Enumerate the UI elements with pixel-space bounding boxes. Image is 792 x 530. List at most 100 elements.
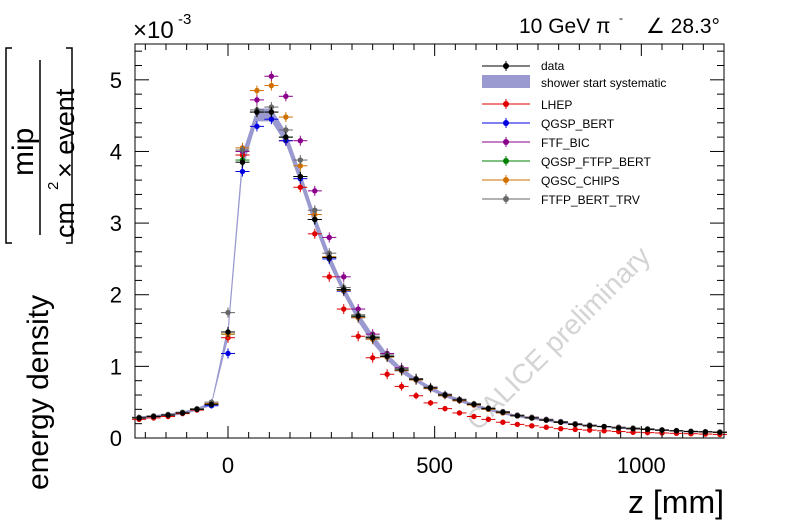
legend-marker-qgsp-ftfp-bert <box>503 158 509 164</box>
point-qgsp-bert <box>239 168 246 175</box>
point-ftf-bic <box>341 274 347 280</box>
point-data <box>586 423 593 429</box>
y-tick-label: 3 <box>110 211 122 236</box>
legend-entry-qgsp-bert: QGSP_BERT <box>482 117 615 131</box>
point-data <box>601 423 607 430</box>
point-data <box>254 109 260 115</box>
point-data <box>514 413 521 419</box>
point-data <box>558 419 564 425</box>
x-tick-label: 1000 <box>617 453 666 478</box>
y-exponent-power: -3 <box>178 11 191 28</box>
point-qgsp-bert <box>268 116 275 122</box>
point-qgsc-chips <box>268 82 275 89</box>
chart-title-angle: ∠ 28.3° <box>646 15 720 38</box>
point-data <box>630 425 636 432</box>
x-axis-label: z [mm] <box>628 484 724 520</box>
point-data <box>572 421 578 428</box>
point-data <box>150 413 157 420</box>
point-data <box>165 412 171 418</box>
point-data <box>312 216 318 223</box>
legend-entry-ftfp-bert-trv: FTFP_BERT_TRV <box>482 193 640 207</box>
point-data <box>442 392 448 398</box>
legend-marker-ftf-bic <box>503 139 509 145</box>
legend-marker-qgsp-bert <box>503 120 509 126</box>
point-data <box>673 428 680 434</box>
point-lhep <box>514 421 521 428</box>
legend-label-qgsp-bert: QGSP_BERT <box>541 117 615 131</box>
point-ftf-bic <box>355 306 361 312</box>
point-data <box>717 429 723 435</box>
point-lhep <box>384 371 390 377</box>
y-tick-label: 5 <box>110 68 122 93</box>
point-ftf-bic <box>268 73 275 79</box>
legend-label-qgsp-ftfp-bert: QGSP_FTFP_BERT <box>541 155 651 169</box>
y-label-numerator: mip <box>7 128 40 176</box>
y-axis-label: energy density mip cm 2 × event <box>5 47 80 490</box>
legend-label-qgsc-chips: QGSC_CHIPS <box>541 174 620 188</box>
point-lhep <box>572 426 578 433</box>
point-data <box>239 159 246 165</box>
point-data <box>529 415 535 421</box>
point-ftf-bic <box>254 97 260 103</box>
legend: data shower start systematic LHEP QGSP_BE… <box>482 59 666 207</box>
x-tick-label: 500 <box>416 453 453 478</box>
point-lhep <box>355 333 361 339</box>
series-data <box>132 107 727 435</box>
point-ftfp-bert-trv <box>283 127 289 133</box>
legend-entry-lhep: LHEP <box>482 98 572 112</box>
y-label-denominator-unit: cm <box>50 202 80 238</box>
point-lhep <box>326 274 332 280</box>
y-tick-label: 0 <box>110 426 122 451</box>
point-data <box>225 329 231 335</box>
y-label-bracket-left <box>5 47 12 244</box>
legend-data-marker <box>503 63 509 69</box>
point-ftfp-bert-trv <box>268 104 275 110</box>
legend-marker-qgsc-chips <box>503 177 509 183</box>
point-lhep <box>312 231 318 237</box>
point-lhep <box>427 400 434 406</box>
point-lhep <box>500 419 506 425</box>
chart-title-energy: 10 GeV π <box>519 15 611 38</box>
point-data <box>268 109 275 115</box>
y-tick-label: 2 <box>110 283 122 308</box>
legend-entry-ftf-bic: FTF_BIC <box>482 136 590 150</box>
point-qgsc-chips <box>297 163 304 169</box>
point-data <box>471 401 477 408</box>
point-data <box>500 409 506 415</box>
point-lhep <box>558 425 564 432</box>
chart-title-charge: - <box>619 11 623 25</box>
point-data <box>384 353 390 360</box>
point-qgsp-bert <box>225 350 231 357</box>
point-lhep <box>398 383 405 390</box>
point-data <box>543 417 549 423</box>
legend-entry-data: data <box>482 59 565 73</box>
point-ftfp-bert-trv <box>225 309 231 316</box>
point-lhep <box>297 184 304 190</box>
point-lhep <box>543 424 549 430</box>
point-data <box>355 313 361 319</box>
point-qgsc-chips <box>254 87 260 94</box>
point-qgsc-chips <box>283 114 289 120</box>
y-label-bracket-right <box>66 47 73 244</box>
x-tick-label: 0 <box>222 453 234 478</box>
y-tick-label: 1 <box>110 354 122 379</box>
point-lhep <box>529 423 535 429</box>
legend-entry-qgsp-ftfp-bert: QGSP_FTFP_BERT <box>482 155 651 169</box>
point-data <box>702 429 709 435</box>
y-label-denominator-rest: × event <box>50 88 80 178</box>
legend-marker-lhep <box>503 101 509 107</box>
point-data <box>398 367 405 373</box>
point-data <box>427 385 434 391</box>
legend-marker-ftfp-bert-trv <box>503 196 509 202</box>
legend-band-label: shower start systematic <box>541 76 666 90</box>
point-data <box>136 415 142 421</box>
point-data <box>485 405 492 412</box>
y-tick-label: 4 <box>110 139 122 164</box>
point-data <box>413 376 419 382</box>
legend-entry-band: shower start systematic <box>482 75 666 90</box>
point-data <box>644 426 651 433</box>
point-ftfp-bert-trv <box>312 207 318 213</box>
point-data <box>615 425 622 431</box>
legend-entry-qgsc-chips: QGSC_CHIPS <box>482 174 620 188</box>
point-data <box>659 427 665 433</box>
